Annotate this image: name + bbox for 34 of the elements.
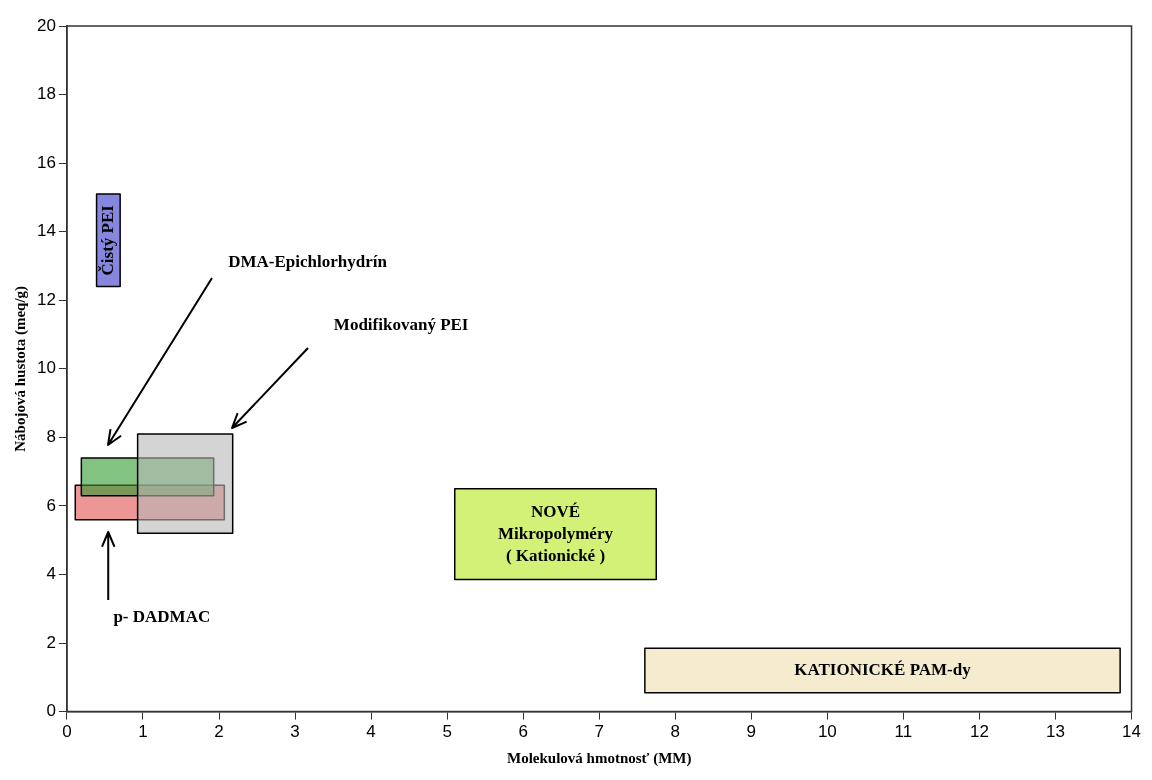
x-tick-label: 8 xyxy=(670,722,681,742)
x-tick-label: 10 xyxy=(817,722,837,742)
x-tick-label: 3 xyxy=(290,722,300,742)
series-label: Čistý PEI xyxy=(97,204,117,276)
x-tick-label: 1 xyxy=(138,722,148,742)
x-tick-label: 11 xyxy=(894,722,913,742)
series-label: NOVÉ Mikropolyméry ( Kationické ) xyxy=(498,501,614,565)
x-tick-label: 7 xyxy=(594,722,604,742)
y-tick-label: 8 xyxy=(46,427,56,447)
y-tick-label: 0 xyxy=(46,701,56,721)
x-tick-label: 4 xyxy=(366,722,376,742)
x-tick-label: 6 xyxy=(518,722,528,742)
x-tick-label: 13 xyxy=(1046,722,1065,742)
y-tick-label: 18 xyxy=(36,84,56,104)
annotation: Modifikovaný PEI xyxy=(333,315,469,335)
x-tick-label: 12 xyxy=(969,722,989,742)
series-label: KATIONICKÉ PAM-dy xyxy=(794,659,972,679)
y-axis-title: Nábojová hustota (meq/g) xyxy=(11,285,29,452)
x-tick-label: 5 xyxy=(442,722,452,742)
annotation: p- DADMAC xyxy=(113,606,211,626)
x-tick-label: 14 xyxy=(1122,722,1142,742)
x-tick-label: 0 xyxy=(62,722,72,742)
annotation: DMA-Epichlorhydrín xyxy=(228,252,388,272)
y-tick-label: 14 xyxy=(36,221,56,241)
x-tick-label: 2 xyxy=(214,722,224,742)
y-tick-label: 12 xyxy=(36,289,56,309)
y-tick-label: 6 xyxy=(46,495,56,515)
y-tick-label: 16 xyxy=(36,152,56,172)
y-tick-label: 2 xyxy=(46,632,56,652)
x-tick-label: 9 xyxy=(746,722,757,742)
y-tick-label: 10 xyxy=(36,358,56,378)
x-axis-title: Molekulová hmotnosť (MM) xyxy=(506,749,692,767)
y-tick-label: 20 xyxy=(36,15,56,35)
y-tick-label: 4 xyxy=(46,564,56,584)
